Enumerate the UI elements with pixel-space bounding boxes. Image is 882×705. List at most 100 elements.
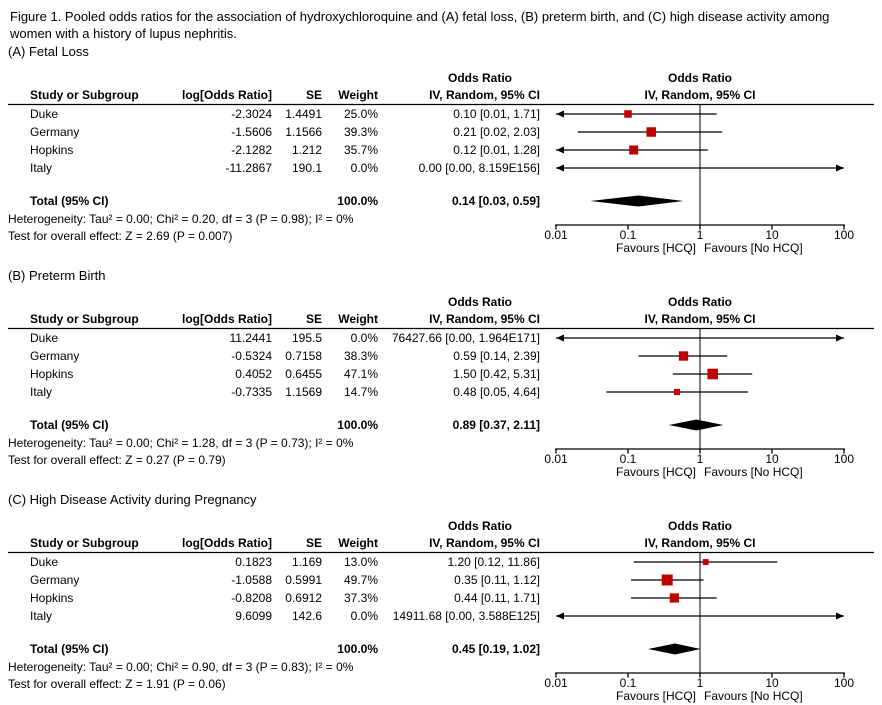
x-tick-label: 0.01 <box>544 452 568 466</box>
x-tick-label: 100 <box>833 676 855 690</box>
total-weight: 100.0% <box>337 642 378 656</box>
study-name: Duke <box>30 107 59 121</box>
study-weight: 14.7% <box>343 385 378 399</box>
effect-square <box>624 110 632 118</box>
study-name: Hopkins <box>30 367 74 381</box>
study-weight: 0.0% <box>350 609 378 623</box>
effect-header-plot: Odds Ratio <box>667 295 733 309</box>
panel-label: (B) Preterm Birth <box>8 268 106 283</box>
x-tick-label: 10 <box>765 452 779 466</box>
study-se: 1.169 <box>291 555 322 569</box>
study-se: 1.1566 <box>285 125 322 139</box>
study-se: 1.212 <box>291 143 322 157</box>
col-header-se: SE <box>305 88 322 102</box>
ci-arrow-right <box>836 334 844 342</box>
x-tick-label: 1 <box>696 452 704 466</box>
study-se: 1.1569 <box>285 385 322 399</box>
forest-panel-c: (C) High Disease Activity during Pregnan… <box>0 492 882 705</box>
ci-arrow-left <box>556 334 564 342</box>
study-ci-text: 1.50 [0.42, 5.31] <box>453 367 540 381</box>
col-header-weight: Weight <box>338 88 378 102</box>
study-weight: 37.3% <box>343 591 378 605</box>
effect-header-plot: Odds Ratio <box>667 519 733 533</box>
ci-arrow-left <box>556 164 564 172</box>
study-se: 0.7158 <box>285 349 322 363</box>
study-ci-text: 1.20 [0.12, 11.86] <box>447 555 540 569</box>
pooled-diamond <box>668 419 724 431</box>
study-log-or: -0.8208 <box>231 591 272 605</box>
study-log-or: -0.7335 <box>231 385 272 399</box>
favours-left-label: Favours [HCQ] <box>615 689 696 703</box>
study-weight: 35.7% <box>343 143 378 157</box>
study-log-or: -1.5606 <box>231 125 272 139</box>
x-tick-label: 0.1 <box>619 676 637 690</box>
study-ci-text: 0.00 [0.00, 8.159E156] <box>418 161 540 175</box>
col-header-se: SE <box>305 312 322 326</box>
plot-subheader: IV, Random, 95% CI <box>644 312 756 326</box>
study-ci-text: 0.59 [0.14, 2.39] <box>453 349 540 363</box>
effect-square <box>674 388 681 396</box>
col-header-log-or: log[Odds Ratio] <box>182 88 272 102</box>
study-name: Germany <box>30 573 80 587</box>
study-weight: 38.3% <box>343 349 378 363</box>
col-header-weight: Weight <box>338 312 378 326</box>
study-ci-text: 0.10 [0.01, 1.71] <box>453 107 540 121</box>
pooled-diamond <box>590 195 684 207</box>
study-weight: 39.3% <box>343 125 378 139</box>
overall-effect-text: Test for overall effect: Z = 2.69 (P = 0… <box>8 229 233 243</box>
study-name: Duke <box>30 555 59 569</box>
study-weight: 47.1% <box>343 367 378 381</box>
forest-panel-b: (B) Preterm Birth Odds Ratio Odds Ratio Stu… <box>0 268 882 481</box>
x-tick-label: 0.01 <box>544 676 568 690</box>
ci-arrow-left <box>556 146 564 154</box>
heterogeneity-text: Heterogeneity: Tau² = 0.00; Chi² = 0.90,… <box>8 660 354 674</box>
study-log-or: 11.2441 <box>229 331 273 345</box>
total-weight: 100.0% <box>337 418 378 432</box>
heterogeneity-text: Heterogeneity: Tau² = 0.00; Chi² = 1.28,… <box>8 436 354 450</box>
forest-panel-a: (A) Fetal Loss Odds Ratio Odds Ratio Study … <box>0 44 882 257</box>
study-weight: 25.0% <box>343 107 378 121</box>
study-se: 0.6912 <box>285 591 322 605</box>
plot-subheader: IV, Random, 95% CI <box>644 88 756 102</box>
ci-arrow-right <box>836 612 844 620</box>
x-tick-label: 1 <box>696 676 704 690</box>
col-header-study: Study or Subgroup <box>30 536 139 550</box>
effect-header-stats: Odds Ratio <box>447 71 513 85</box>
x-tick-label: 0.01 <box>544 228 568 242</box>
study-name: Italy <box>30 385 53 399</box>
study-se: 195.5 <box>291 331 322 345</box>
study-se: 1.4491 <box>285 107 322 121</box>
x-tick-label: 100 <box>833 228 855 242</box>
study-log-or: -2.3024 <box>231 107 272 121</box>
effect-header-stats: Odds Ratio <box>447 295 513 309</box>
favours-left-label: Favours [HCQ] <box>615 465 696 479</box>
effect-square <box>707 368 718 380</box>
col-header-ci: IV, Random, 95% CI <box>429 536 540 550</box>
study-se: 190.1 <box>291 161 322 175</box>
total-ci-text: 0.14 [0.03, 0.59] <box>451 194 540 208</box>
effect-square <box>661 574 673 586</box>
x-tick-label: 1 <box>696 228 704 242</box>
favours-left-label: Favours [HCQ] <box>615 241 696 255</box>
effect-square <box>678 351 689 361</box>
ci-arrow-left <box>556 110 564 118</box>
heterogeneity-text: Heterogeneity: Tau² = 0.00; Chi² = 0.20,… <box>8 212 354 226</box>
pooled-diamond <box>648 643 701 655</box>
effect-square <box>629 145 639 155</box>
study-name: Italy <box>30 161 53 175</box>
study-se: 142.6 <box>291 609 322 623</box>
overall-effect-text: Test for overall effect: Z = 0.27 (P = 0… <box>8 453 226 467</box>
study-weight: 13.0% <box>343 555 378 569</box>
study-se: 0.5991 <box>285 573 322 587</box>
study-name: Germany <box>30 349 80 363</box>
col-header-se: SE <box>305 536 322 550</box>
study-ci-text: 0.12 [0.01, 1.28] <box>453 143 540 157</box>
effect-square <box>646 127 656 137</box>
study-weight: 0.0% <box>350 331 378 345</box>
study-weight: 49.7% <box>343 573 378 587</box>
total-label: Total (95% CI) <box>30 418 109 432</box>
effect-header-stats: Odds Ratio <box>447 519 513 533</box>
col-header-weight: Weight <box>338 536 378 550</box>
x-tick-label: 0.1 <box>619 228 637 242</box>
